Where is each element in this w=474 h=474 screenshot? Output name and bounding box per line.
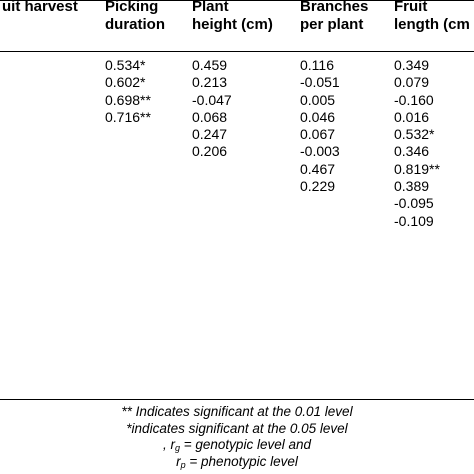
header-line2: height (cm) xyxy=(192,16,273,33)
table-cell: -0.047 xyxy=(192,91,232,108)
table-cell: -0.160 xyxy=(394,91,434,108)
footnote-text: = phenotypic level xyxy=(185,453,298,469)
header-line1: uit harvest xyxy=(2,0,78,15)
table-cell: -0.109 xyxy=(394,212,434,229)
column-plant-height: 0.459 0.213 -0.047 0.068 0.247 0.206 xyxy=(192,57,232,161)
footnote-text: r xyxy=(176,453,181,469)
table-cell: -0.095 xyxy=(394,195,434,212)
column-branches-per-plant: 0.116 -0.051 0.005 0.046 0.067 -0.003 0.… xyxy=(300,57,340,195)
header-fruit-length: Fruit length (cm xyxy=(394,0,470,34)
table-cell: 0.116 xyxy=(300,57,334,73)
table-cell: -0.003 xyxy=(300,143,340,160)
table-cell: 0.389 xyxy=(394,178,430,195)
table-cell: 0.346 xyxy=(394,143,430,160)
header-line1: Picking xyxy=(105,0,159,15)
table-cell: 0.698** xyxy=(105,91,151,108)
header-line2: duration xyxy=(105,16,165,33)
table-cell: 0.349 xyxy=(394,57,430,73)
column-fruit-length: 0.349 0.079 -0.160 0.016 0.532* 0.346 0.… xyxy=(394,57,440,230)
header-line2: length (cm xyxy=(394,16,470,33)
table-cell: 0.079 xyxy=(394,74,430,91)
footnote-text: = genotypic level and xyxy=(180,437,311,453)
table-cell: 0.206 xyxy=(192,143,228,160)
column-picking-duration: 0.534* 0.602* 0.698** 0.716** xyxy=(105,57,151,126)
table-cell: 0.467 xyxy=(300,160,336,177)
table-top-rule xyxy=(0,0,474,1)
footnote-text: , r xyxy=(163,437,175,453)
footnote-phenotypic: rp = phenotypic level xyxy=(0,454,474,471)
table-cell: 0.247 xyxy=(192,126,228,143)
header-line1: Fruit xyxy=(394,0,428,15)
table-cell: 0.229 xyxy=(300,178,336,195)
table-bottom-rule xyxy=(0,399,474,400)
table-cell: 0.213 xyxy=(192,74,228,91)
header-fruit-harvest: uit harvest xyxy=(2,0,78,16)
header-line2: per plant xyxy=(300,16,364,33)
table-cell: 0.602* xyxy=(105,74,146,91)
table-cell: 0.067 xyxy=(300,126,336,143)
footnote-significance-005: *indicates significant at the 0.05 level xyxy=(126,420,348,436)
table-cell: -0.051 xyxy=(300,74,340,91)
header-line1: Branches xyxy=(300,0,369,15)
footnote-subscript: g xyxy=(175,443,181,454)
footnote-subscript: p xyxy=(180,459,186,470)
table-footnotes: ** Indicates significant at the 0.01 lev… xyxy=(0,404,474,470)
footnote-significance-001: ** Indicates significant at the 0.01 lev… xyxy=(121,404,353,419)
header-branches-per-plant: Branches per plant xyxy=(300,0,368,34)
table-cell: 0.459 xyxy=(192,57,228,73)
table-cell: 0.016 xyxy=(394,108,430,125)
table-cell: 0.716** xyxy=(105,108,151,125)
footnote-genotypic: , rg = genotypic level and xyxy=(0,437,474,454)
table-cell: 0.819** xyxy=(394,160,440,177)
table-cell: 0.532* xyxy=(394,126,435,143)
table-cell: 0.068 xyxy=(192,108,228,125)
table-cell: 0.534* xyxy=(105,57,146,73)
table-cell: 0.005 xyxy=(300,91,336,108)
header-picking-duration: Picking duration xyxy=(105,0,165,34)
header-plant-height: Plant height (cm) xyxy=(192,0,273,34)
header-bottom-rule xyxy=(0,51,474,52)
header-line1: Plant xyxy=(192,0,229,15)
table-cell: 0.046 xyxy=(300,108,336,125)
